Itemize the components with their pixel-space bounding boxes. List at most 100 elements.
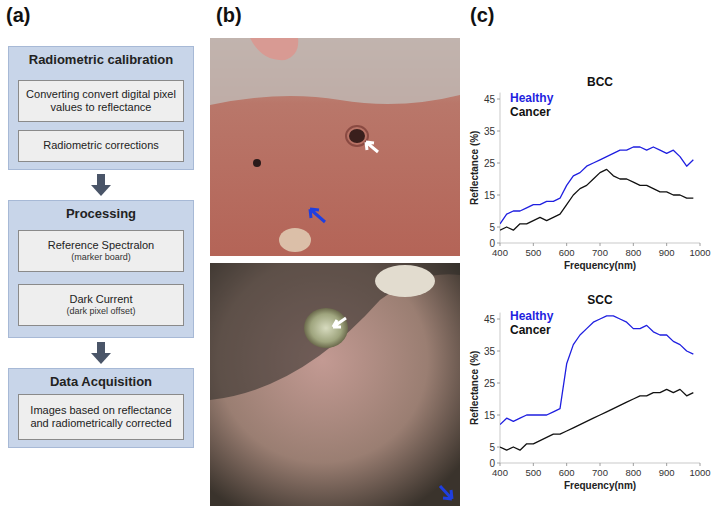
y-axis-label: Reflectance (%) <box>469 131 480 205</box>
x-tick-label: 900 <box>659 247 675 258</box>
chart-title: SCC <box>587 293 613 307</box>
flow-box: Dark Current(dark pixel offset) <box>18 284 184 326</box>
y-tick <box>497 351 500 352</box>
y-axis-line <box>500 93 501 243</box>
x-tick <box>600 243 601 246</box>
photo-hair <box>210 38 460 105</box>
flow-arrow <box>97 342 105 354</box>
x-tick <box>500 243 501 246</box>
x-tick <box>666 243 667 246</box>
y-tick <box>497 131 500 132</box>
y-tick-label: 5 <box>489 442 495 453</box>
x-tick-label: 800 <box>625 467 641 478</box>
y-tick <box>497 447 500 448</box>
flow-step-title: Processing <box>8 206 194 221</box>
y-tick <box>497 463 500 464</box>
x-tick <box>600 463 601 466</box>
flow-step-title: Radiometric calibration <box>8 52 194 67</box>
chart-title: BCC <box>587 75 613 89</box>
x-tick-label: 700 <box>592 247 608 258</box>
spectrum-line <box>500 316 693 425</box>
flow-arrow <box>97 174 105 186</box>
x-tick <box>533 243 534 246</box>
x-tick <box>566 243 567 246</box>
y-tick-label: 25 <box>484 158 496 169</box>
y-tick-label: 45 <box>484 314 496 325</box>
x-tick-label: 900 <box>659 467 675 478</box>
y-tick <box>497 243 500 244</box>
x-tick <box>566 463 567 466</box>
y-tick <box>497 99 500 100</box>
photo-background <box>210 263 460 400</box>
legend-entry: Healthy <box>510 91 554 105</box>
spectrum-line <box>500 389 693 450</box>
flow-box-text: Images based on reflectance and radiomet… <box>25 404 177 430</box>
x-tick <box>700 463 701 466</box>
y-tick <box>497 415 500 416</box>
legend-entry: Healthy <box>510 309 554 323</box>
flow-arrow-head <box>91 185 111 196</box>
chart: BCC05152535454005006007008009001000Frequ… <box>469 75 711 271</box>
flow-box-text: Reference Spectralon <box>48 239 154 252</box>
y-axis-line <box>500 313 501 463</box>
y-tick-label: 15 <box>484 410 496 421</box>
flow-box: Radiometric corrections <box>18 130 184 162</box>
y-tick <box>497 195 500 196</box>
x-tick-label: 1000 <box>689 247 710 258</box>
photo-bcc <box>210 38 460 256</box>
y-tick-label: 15 <box>484 190 496 201</box>
y-tick <box>497 383 500 384</box>
x-tick-label: 500 <box>525 247 541 258</box>
photo-scc <box>210 263 460 506</box>
flow-box-subtext: (dark pixel offset) <box>67 306 136 317</box>
y-tick-label: 25 <box>484 378 496 389</box>
y-tick-label: 35 <box>484 126 496 137</box>
flow-box: Reference Spectralon(marker board) <box>18 230 184 272</box>
chart: SCC05152535454005006007008009001000Frequ… <box>469 293 711 491</box>
x-tick <box>533 463 534 466</box>
spectrum-line <box>500 147 693 224</box>
x-axis-label: Frequency(nm) <box>564 260 636 271</box>
y-tick <box>497 319 500 320</box>
photo-highlight <box>375 265 435 297</box>
x-tick-label: 400 <box>492 247 508 258</box>
x-tick <box>633 243 634 246</box>
x-tick-label: 1000 <box>689 467 710 478</box>
x-axis-label: Frequency(nm) <box>564 480 636 491</box>
legend-entry: Cancer <box>510 323 551 337</box>
panel-label: (c) <box>470 4 494 27</box>
x-tick <box>666 463 667 466</box>
arrow-healthy <box>440 486 452 499</box>
photo-ear <box>250 38 298 60</box>
y-tick-label: 35 <box>484 346 496 357</box>
flow-box-subtext: (marker board) <box>71 252 131 263</box>
y-tick <box>497 163 500 164</box>
x-tick-label: 500 <box>525 467 541 478</box>
flow-arrow-head <box>91 353 111 364</box>
flow-box: Converting convert digital pixel values … <box>18 80 184 122</box>
x-tick-label: 600 <box>559 467 575 478</box>
flow-box-text: Radiometric corrections <box>43 139 159 152</box>
x-tick-label: 600 <box>559 247 575 258</box>
plot-area <box>500 316 693 450</box>
y-tick <box>497 227 500 228</box>
y-axis-label: Reflectance (%) <box>469 351 480 425</box>
spectrum-line <box>500 169 693 230</box>
arrow-healthy <box>310 209 325 222</box>
arrow-cancer <box>366 142 378 152</box>
y-tick-label: 45 <box>484 94 496 105</box>
photo-spot <box>253 159 261 167</box>
flow-box-text: Converting convert digital pixel values … <box>25 88 177 114</box>
x-tick <box>633 463 634 466</box>
panel-label: (b) <box>216 4 242 27</box>
y-tick-label: 5 <box>489 222 495 233</box>
photo-spot <box>279 228 311 252</box>
x-tick <box>700 243 701 246</box>
photo-lesion <box>349 129 365 143</box>
flow-box-text: Dark Current <box>70 293 133 306</box>
plot-area <box>500 147 693 230</box>
flow-step-title: Data Acquisition <box>8 374 194 389</box>
legend-entry: Cancer <box>510 105 551 119</box>
flow-box: Images based on reflectance and radiomet… <box>18 394 184 440</box>
x-tick-label: 700 <box>592 467 608 478</box>
